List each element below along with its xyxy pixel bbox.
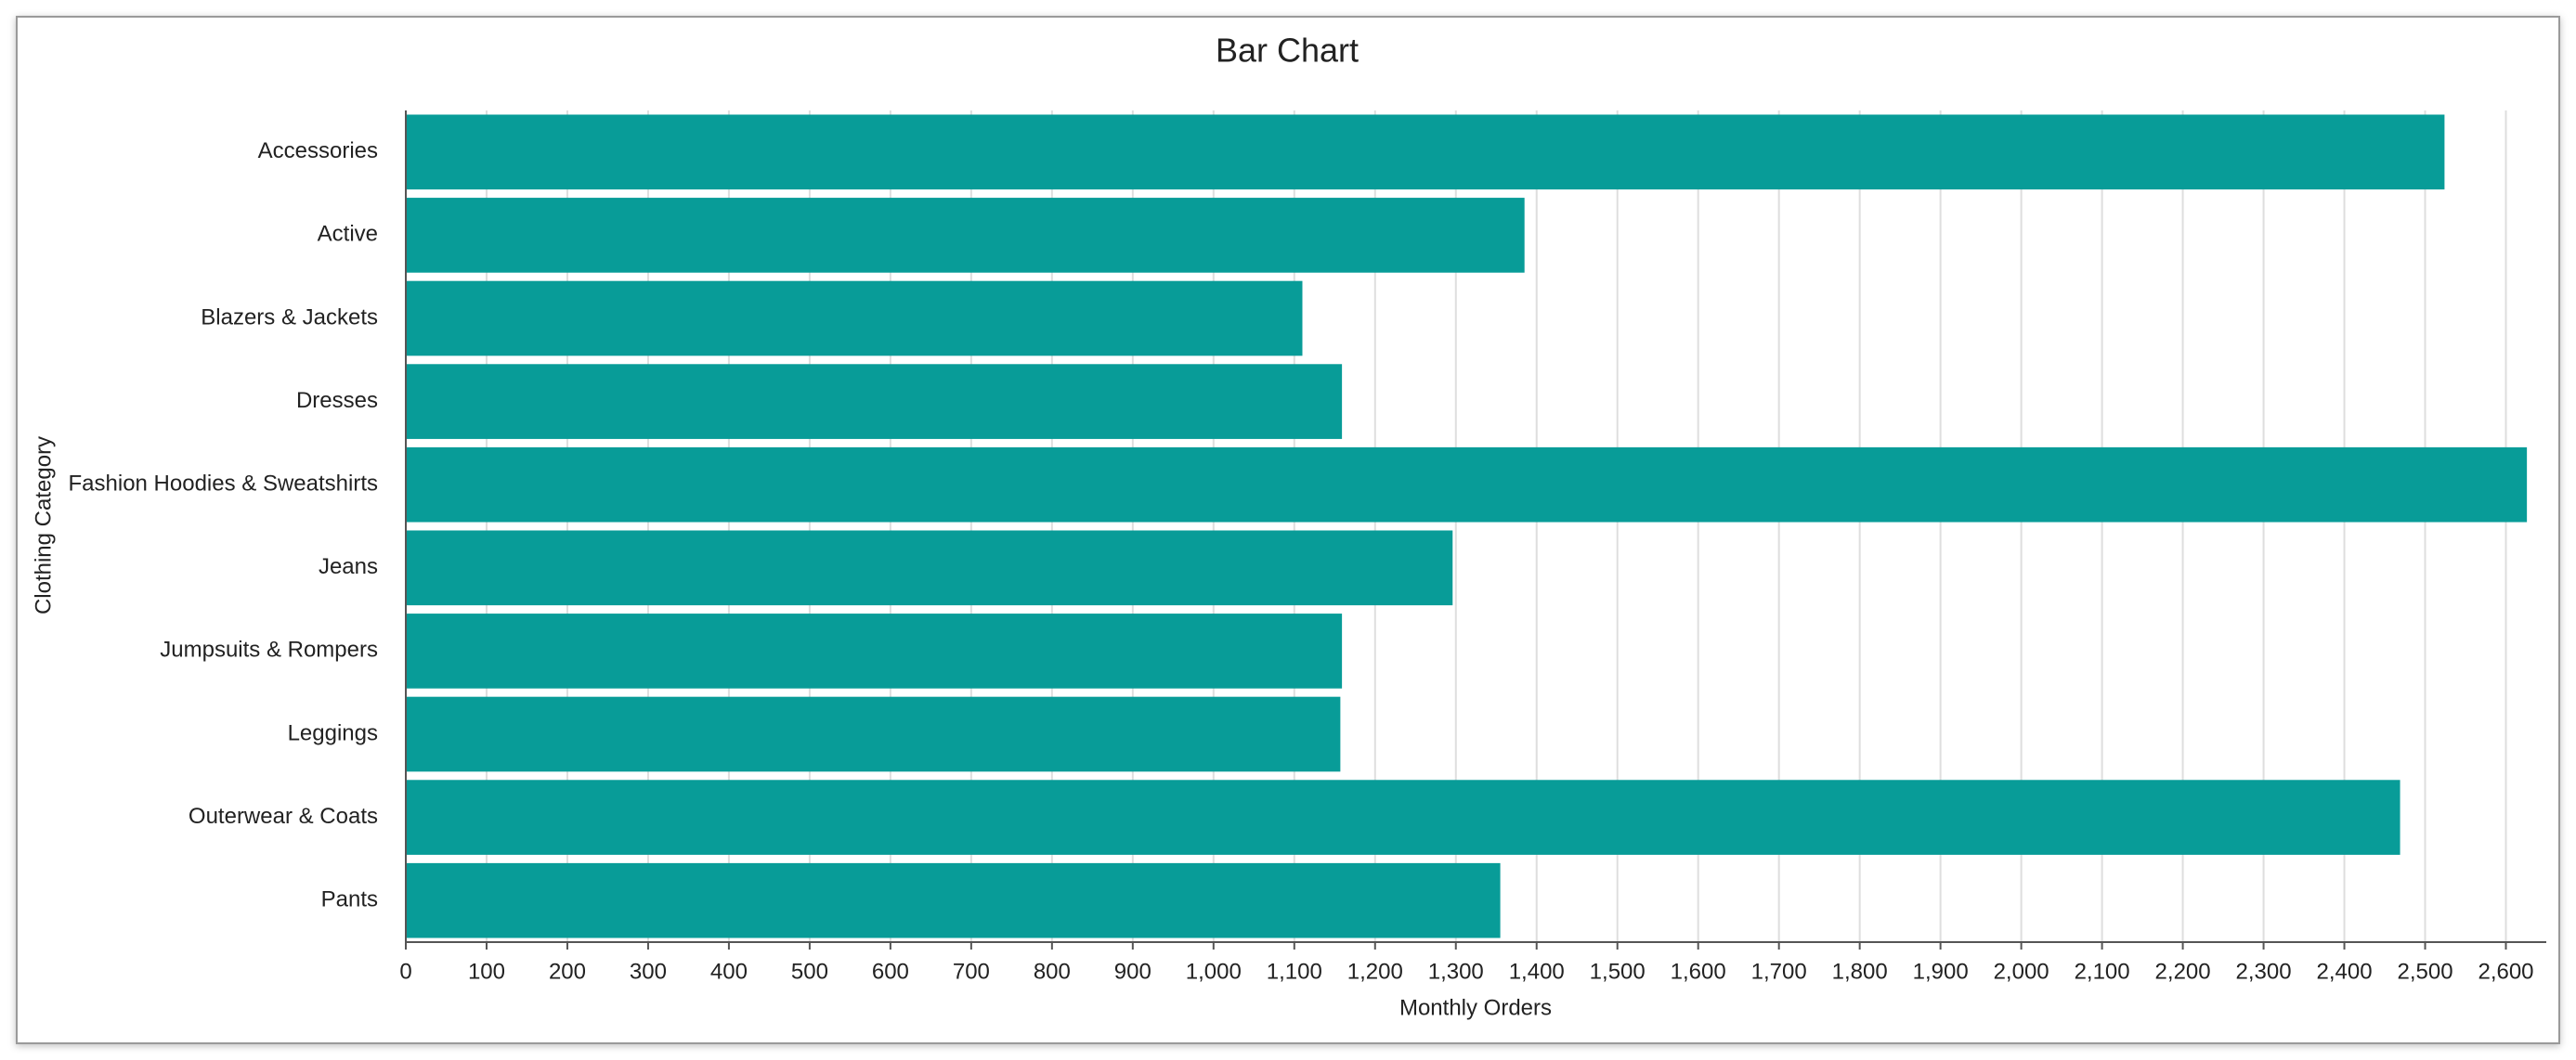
y-tick-label: Pants [321, 887, 378, 912]
bar [406, 862, 1501, 938]
x-tick-label: 2,200 [2155, 959, 2211, 984]
x-tick-label: 2,500 [2397, 959, 2452, 984]
x-tick-label: 2,000 [1994, 959, 2049, 984]
x-tick-label: 1,200 [1347, 959, 1403, 984]
x-tick-label: 1,500 [1590, 959, 1646, 984]
x-tick-label: 800 [1034, 959, 1071, 984]
bar [406, 446, 2528, 523]
x-tick-label: 2,400 [2317, 959, 2373, 984]
y-tick-label: Jeans [319, 554, 378, 579]
x-tick-label: 400 [710, 959, 748, 984]
x-tick-label: 900 [1114, 959, 1151, 984]
bar [406, 280, 1303, 356]
bars [406, 114, 2528, 938]
x-tick-label: 2,300 [2236, 959, 2292, 984]
x-tick-label: 600 [872, 959, 909, 984]
x-tick-label: 1,300 [1428, 959, 1484, 984]
bar [406, 696, 1341, 772]
x-tick-label: 1,800 [1832, 959, 1888, 984]
bar [406, 614, 1343, 689]
x-tick-label: 1,900 [1913, 959, 1969, 984]
x-tick-label: 700 [953, 959, 990, 984]
x-tick-label: 1,000 [1186, 959, 1242, 984]
x-tick-label: 1,600 [1671, 959, 1726, 984]
y-tick-label: Accessories [258, 138, 378, 163]
x-tick-label: 1,700 [1751, 959, 1807, 984]
bar [406, 114, 2445, 190]
y-tick-label: Blazers & Jackets [201, 304, 378, 330]
x-tick-label: 100 [468, 959, 505, 984]
y-tick-label: Outerwear & Coats [189, 804, 378, 829]
x-tick-label: 1,400 [1509, 959, 1565, 984]
x-tick-label: 300 [630, 959, 667, 984]
y-tick-label: Leggings [288, 720, 378, 745]
x-tick-label: 0 [399, 959, 411, 984]
y-tick-label: Active [318, 222, 378, 247]
x-tick-label: 2,600 [2478, 959, 2533, 984]
y-tick-label: Dresses [296, 388, 378, 413]
bar [406, 530, 1453, 606]
x-tick-label: 200 [549, 959, 586, 984]
x-tick-label: 2,100 [2075, 959, 2130, 984]
y-tick-label: Jumpsuits & Rompers [160, 638, 378, 663]
bar [406, 364, 1343, 439]
y-tick-label: Fashion Hoodies & Sweatshirts [69, 472, 379, 497]
x-axis-title: Monthly Orders [1399, 995, 1552, 1020]
y-axis-title: Clothing Category [31, 436, 56, 614]
chart-title: Bar Chart [1216, 32, 1359, 70]
bar [406, 780, 2400, 855]
x-tick-label: 500 [791, 959, 828, 984]
x-tick-label: 1,100 [1267, 959, 1322, 984]
bar [406, 198, 1525, 273]
